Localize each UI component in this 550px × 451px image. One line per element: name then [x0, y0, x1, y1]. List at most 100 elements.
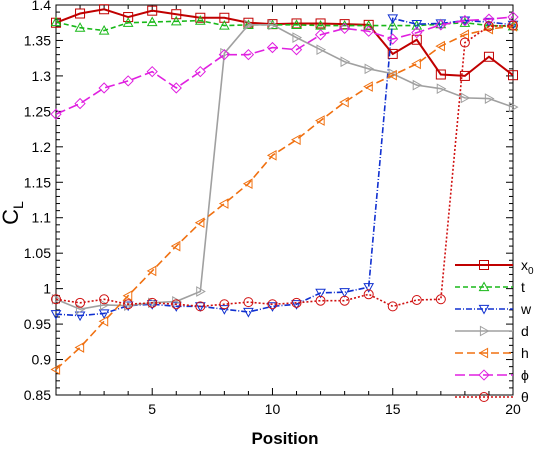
legend-item: d — [455, 323, 529, 339]
data-point-marker — [266, 41, 279, 54]
data-point-marker — [316, 44, 327, 56]
data-point-marker — [459, 37, 470, 48]
legend-item: x0 — [455, 257, 534, 277]
data-point-marker — [435, 294, 446, 305]
data-point-marker — [479, 260, 489, 270]
data-point-marker — [244, 19, 254, 31]
data-point-marker — [315, 288, 326, 299]
series-layer — [50, 4, 519, 375]
data-point-marker — [292, 32, 303, 43]
data-point-marker — [290, 44, 303, 56]
data-point-marker — [363, 25, 375, 37]
data-point-marker — [339, 288, 350, 298]
data-point-marker — [478, 369, 490, 381]
data-point-marker — [51, 294, 61, 305]
legend-item: ϕ — [455, 367, 529, 383]
data-point-marker — [218, 198, 229, 209]
data-point-marker — [339, 96, 349, 108]
y-tick-label: 1.25 — [24, 103, 51, 119]
data-point-marker — [171, 299, 182, 310]
series-5 — [50, 11, 519, 120]
y-axis-title: CL — [0, 201, 26, 225]
y-tick-label: 1.4 — [32, 0, 52, 13]
data-point-marker — [267, 302, 278, 312]
series-3 — [51, 19, 519, 315]
legend-item: θ — [455, 389, 529, 405]
data-point-marker — [338, 22, 351, 35]
data-point-marker — [195, 12, 206, 23]
data-point-marker — [315, 115, 325, 126]
data-point-marker — [219, 20, 230, 30]
data-point-marker — [170, 240, 181, 252]
data-point-marker — [243, 307, 254, 318]
legend-label: x0 — [521, 257, 534, 277]
legend-label: d — [521, 323, 529, 339]
data-point-marker — [50, 364, 61, 375]
data-point-marker — [483, 21, 494, 32]
legend-item: t — [455, 279, 525, 295]
data-point-marker — [459, 70, 470, 81]
x-tick-label: 5 — [148, 401, 156, 417]
data-point-marker — [98, 82, 110, 94]
series-line — [55, 17, 514, 317]
data-point-marker — [479, 392, 489, 402]
data-point-marker — [387, 69, 397, 81]
series-4 — [50, 20, 518, 375]
data-point-marker — [74, 22, 86, 32]
data-point-marker — [436, 83, 447, 95]
data-point-marker — [267, 299, 278, 310]
axis-ticks: 0.85 0.9 0.95 1 1.05 1.1 1.15 1.2 1.25 1.3 1.35 1.4… — [24, 0, 521, 417]
data-point-marker — [435, 19, 447, 31]
data-point-marker — [484, 93, 495, 104]
data-point-marker — [340, 56, 351, 68]
legend-item: h — [455, 345, 529, 361]
data-point-marker — [146, 65, 158, 78]
data-point-marker — [51, 293, 62, 305]
data-point-marker — [315, 18, 326, 29]
data-point-marker — [460, 92, 471, 104]
data-point-marker — [219, 299, 230, 310]
data-point-marker — [196, 286, 206, 297]
data-point-marker — [364, 63, 375, 75]
y-tick-label: 0.9 — [32, 352, 52, 368]
data-point-marker — [387, 33, 399, 45]
data-point-marker — [123, 299, 134, 310]
data-point-marker — [242, 48, 255, 61]
data-point-marker — [74, 97, 86, 110]
y-tick-label: 0.85 — [24, 387, 51, 403]
svg-text:CL: CL — [0, 201, 26, 225]
data-point-marker — [194, 65, 206, 78]
data-point-marker — [50, 310, 62, 320]
data-point-marker — [483, 13, 495, 25]
y-tick-label: 1.15 — [24, 174, 51, 190]
x-tick-label: 15 — [385, 401, 401, 417]
data-point-marker — [124, 300, 134, 312]
y-tick-label: 1.1 — [32, 210, 52, 226]
data-point-marker — [123, 12, 134, 23]
data-point-marker — [508, 20, 518, 31]
data-point-marker — [100, 299, 110, 311]
data-point-marker — [170, 302, 182, 312]
data-point-marker — [479, 325, 490, 337]
data-point-marker — [411, 294, 422, 305]
data-point-marker — [98, 315, 109, 327]
data-point-marker — [478, 304, 490, 315]
legend-item: w — [455, 301, 532, 317]
data-point-marker — [219, 12, 230, 23]
series-line — [55, 24, 514, 311]
data-point-marker — [387, 20, 399, 30]
data-point-marker — [99, 4, 110, 15]
y-axis-title-main: C — [0, 209, 23, 225]
legend-label: w — [520, 301, 532, 317]
data-point-marker — [194, 302, 206, 312]
data-point-marker — [122, 17, 134, 27]
data-point-marker — [363, 81, 373, 92]
data-point-marker — [122, 75, 134, 87]
data-point-marker — [435, 69, 446, 80]
y-tick-label: 1.05 — [24, 245, 51, 261]
data-point-marker — [363, 289, 374, 300]
data-point-marker — [75, 8, 86, 19]
data-point-marker — [219, 305, 230, 315]
data-point-marker — [291, 19, 302, 29]
